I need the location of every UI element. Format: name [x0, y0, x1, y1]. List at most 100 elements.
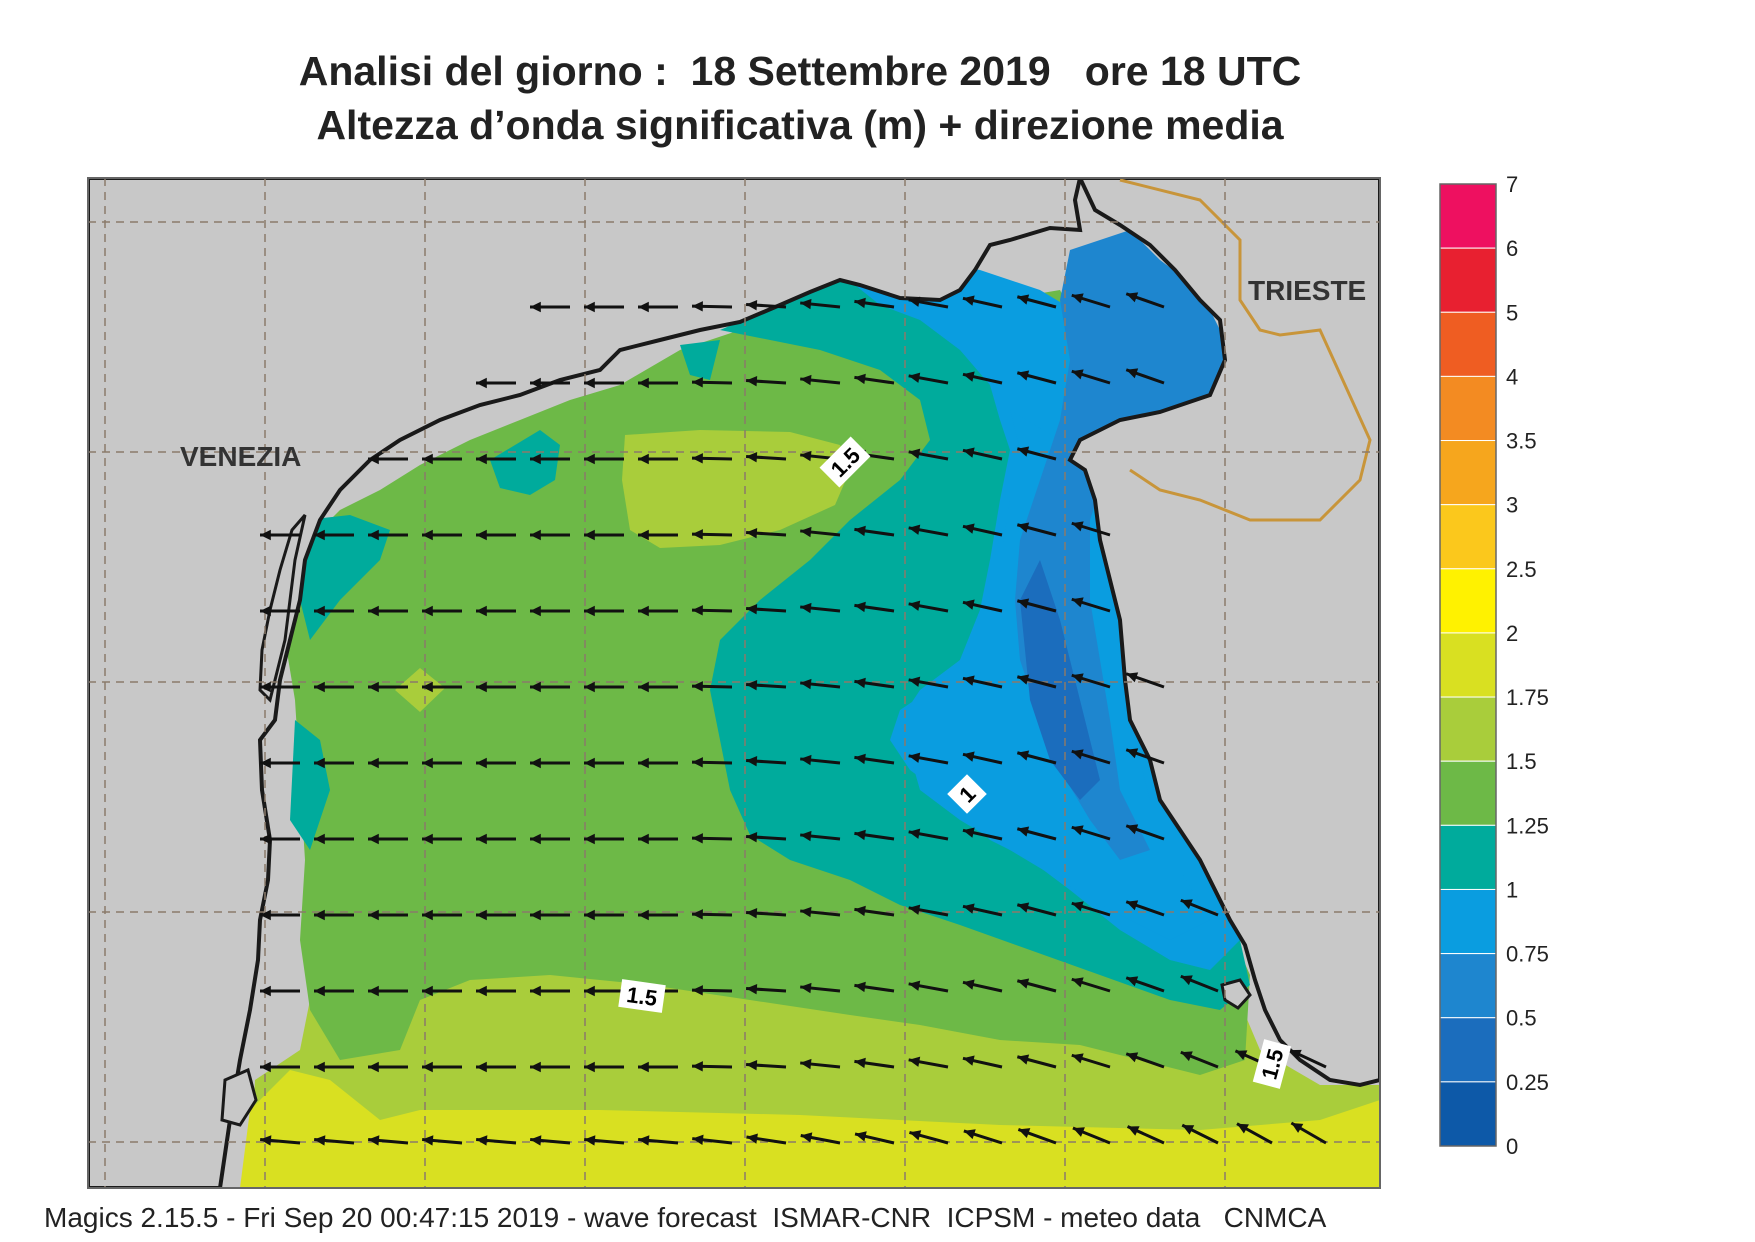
- wave-arrow-head: [530, 301, 541, 313]
- wave-arrow-head: [855, 1131, 867, 1142]
- wave-arrow-head: [800, 906, 812, 918]
- wave-arrow-head: [909, 1130, 922, 1141]
- wave-arrow-head: [692, 909, 703, 920]
- wave-arrow-head: [368, 1135, 380, 1146]
- wave-arrow-head: [854, 1057, 866, 1069]
- wave-arrow-head: [746, 375, 758, 387]
- wave-arrow-head: [908, 904, 921, 915]
- legend-swatch: [1439, 504, 1497, 570]
- legend-swatch: [1439, 632, 1497, 698]
- wave-arrow-head: [1072, 1127, 1085, 1137]
- wave-arrow-head: [260, 681, 271, 693]
- wave-arrow-head: [476, 1061, 487, 1073]
- wave-arrow-head: [530, 909, 541, 921]
- wave-arrow-head: [314, 833, 325, 845]
- wave-arrow-head: [962, 1055, 975, 1066]
- legend-swatch: [1439, 1017, 1497, 1083]
- wave-arrow-head: [260, 1135, 272, 1146]
- wave-arrow-head: [746, 983, 758, 995]
- wave-arrow-head: [638, 1135, 650, 1146]
- wave-arrow-head: [530, 757, 541, 769]
- wave-arrow-head: [368, 757, 379, 769]
- legend-swatch: [1439, 760, 1497, 826]
- wave-arrow-head: [692, 833, 703, 844]
- wave-arrow-head: [476, 909, 487, 921]
- country-border: [1119, 178, 1372, 522]
- wave-arrow-head: [530, 681, 541, 693]
- wave-arrow-head: [368, 909, 379, 921]
- legend-tick-label: 7: [1506, 172, 1518, 197]
- wave-arrow-head: [1071, 1053, 1084, 1064]
- wave-arrow-head: [963, 1129, 976, 1140]
- legend-swatch: [1439, 888, 1497, 955]
- wave-arrow-head: [476, 605, 487, 617]
- wave-arrow-head: [1017, 294, 1030, 305]
- wave-arrow-head: [476, 377, 487, 389]
- land-north: [88, 178, 1083, 1188]
- wave-arrow-head: [422, 529, 433, 541]
- wave-arrow-head: [908, 828, 921, 839]
- wave-arrow-head: [584, 681, 595, 693]
- wave-arrow-head: [422, 681, 433, 693]
- wave-arrow-head: [1126, 1052, 1139, 1063]
- wave-arrow-head: [962, 979, 975, 990]
- wave-arrow-head: [908, 1056, 921, 1067]
- wave-arrow-head: [800, 526, 812, 538]
- wave-arrow-head: [314, 757, 325, 769]
- city-label-trieste: TRIESTE: [1248, 275, 1366, 306]
- legend-frame: [1439, 183, 1497, 1147]
- wave-arrow-head: [746, 299, 758, 311]
- wave-arrow-head: [854, 905, 866, 917]
- sea-band-0.25: [1020, 560, 1100, 800]
- wave-arrow-head: [1017, 902, 1030, 913]
- wave-arrow-head: [476, 681, 487, 693]
- legend-tick-label: 4: [1506, 364, 1518, 389]
- wave-arrow-head: [530, 833, 541, 845]
- wave-arrow-head: [476, 529, 487, 541]
- footer-credits: Magics 2.15.5 - Fri Sep 20 00:47:15 2019…: [44, 1202, 1327, 1233]
- legend-swatch: [1439, 440, 1497, 506]
- wave-arrow-head: [530, 529, 541, 541]
- wave-arrow-head: [854, 981, 866, 993]
- wave-arrow-head: [746, 679, 758, 691]
- wave-arrow-head: [368, 529, 379, 541]
- wave-arrow-head: [260, 529, 271, 541]
- legend-tick-label: 2.5: [1506, 557, 1537, 582]
- contour-label-text: 1.5: [625, 982, 659, 1011]
- graticule: [88, 178, 1380, 1188]
- wave-arrow-head: [1017, 522, 1030, 533]
- legend-swatch: [1439, 1081, 1497, 1147]
- wave-arrow-head: [1126, 900, 1139, 911]
- wave-arrow-head: [638, 301, 649, 313]
- wave-arrow-head: [368, 1061, 379, 1073]
- wave-arrow-head: [908, 372, 921, 383]
- wave-arrow-head: [800, 830, 812, 842]
- legend-tick-label: 5: [1506, 300, 1518, 325]
- wave-arrow-head: [692, 453, 703, 464]
- wave-arrow-head: [260, 985, 271, 997]
- wave-arrow-head: [422, 1135, 434, 1146]
- wave-arrow-head: [422, 453, 433, 465]
- wave-arrow-head: [314, 1061, 325, 1073]
- wave-arrow-head: [1289, 1049, 1302, 1060]
- contour-label-2: 1: [947, 774, 987, 814]
- wave-arrow-head: [422, 909, 433, 921]
- wave-arrow-head: [1236, 1123, 1249, 1134]
- land-lagoon: [258, 514, 307, 703]
- wave-arrow-head: [314, 681, 325, 693]
- wave-arrow-head: [368, 605, 379, 617]
- wave-arrow-head: [584, 605, 595, 617]
- wave-arrow-head: [962, 903, 975, 914]
- legend-swatch: [1439, 696, 1497, 762]
- wave-arrow-head: [854, 677, 866, 689]
- wave-arrow-head: [746, 907, 758, 919]
- wave-arrow-head: [1126, 672, 1139, 683]
- wave-arrow-head: [746, 1133, 758, 1144]
- wave-arrow-head: [530, 605, 541, 617]
- wave-arrow-head: [476, 757, 487, 769]
- wave-arrow-head: [962, 599, 975, 610]
- legend-swatch: [1439, 824, 1497, 890]
- wave-arrow-head: [854, 525, 866, 537]
- sea-patch-1.5-west: [395, 668, 445, 712]
- wave-arrow-head: [638, 757, 649, 769]
